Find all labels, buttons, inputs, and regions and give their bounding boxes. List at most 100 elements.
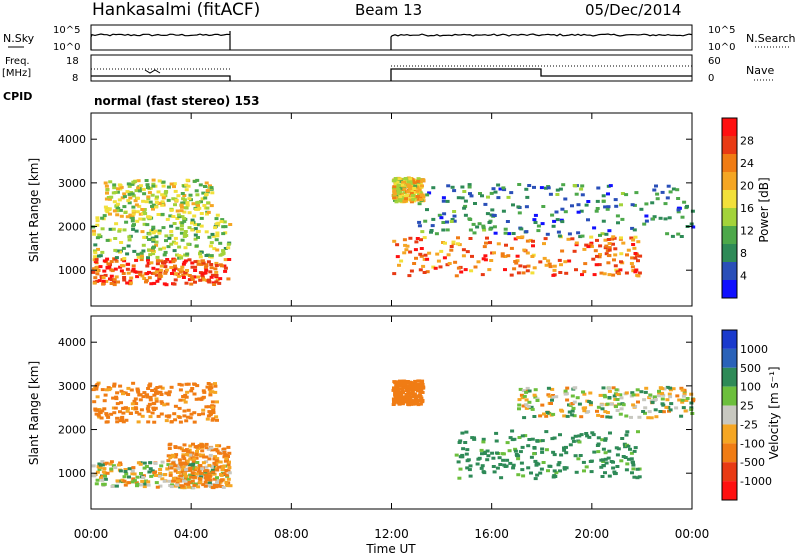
heatmap-cell <box>208 453 213 457</box>
heatmap-cell <box>168 260 173 264</box>
heatmap-cell <box>594 263 599 267</box>
heatmap-cell <box>177 215 182 219</box>
heatmap-cell <box>615 214 620 218</box>
heatmap-cell <box>169 462 174 466</box>
heatmap-cell <box>585 434 590 438</box>
heatmap-cell <box>180 205 184 209</box>
heatmap-cell <box>504 243 508 247</box>
heatmap-cell <box>615 409 620 412</box>
heatmap-cell <box>228 484 233 488</box>
heatmap-cell <box>654 415 659 419</box>
heatmap-cell <box>618 393 623 397</box>
heatmap-cell <box>530 255 535 258</box>
heatmap-cell <box>418 268 423 272</box>
heatmap-cell <box>174 198 179 202</box>
heatmap-cell <box>190 451 194 455</box>
heatmap-cell <box>481 224 486 228</box>
heatmap-cell <box>185 460 190 464</box>
heatmap-cell <box>625 430 630 434</box>
heatmap-cell <box>140 230 145 234</box>
heatmap-cell <box>164 414 169 418</box>
heatmap-cell <box>130 469 135 473</box>
heatmap-cell <box>177 406 182 410</box>
heatmap-cell <box>130 402 135 406</box>
heatmap-cell <box>452 219 457 223</box>
nave-tick-top: 60 <box>708 56 721 67</box>
heatmap-cell <box>525 269 530 273</box>
heatmap-cell <box>496 183 501 187</box>
heatmap-cell <box>483 254 488 258</box>
colorbar-frame <box>721 329 738 501</box>
heatmap-cell <box>102 214 107 218</box>
heatmap-cell <box>395 392 400 396</box>
heatmap-cell <box>197 468 202 472</box>
heatmap-cell <box>106 386 111 390</box>
heatmap-cell <box>518 450 523 454</box>
heatmap-cell <box>214 238 219 242</box>
heatmap-cell <box>201 412 205 416</box>
heatmap-cell <box>116 463 121 467</box>
colorbar-swatch <box>722 330 737 349</box>
heatmap-cell <box>226 469 231 473</box>
heatmap-cell <box>621 241 626 245</box>
heatmap-cell <box>220 466 225 470</box>
heatmap-cell <box>164 234 169 238</box>
heatmap-cell <box>220 468 225 471</box>
heatmap-cell <box>525 195 530 199</box>
heatmap-cell <box>552 264 557 268</box>
heatmap-cell <box>169 242 174 246</box>
heatmap-cell <box>677 398 682 402</box>
heatmap-cell <box>600 438 605 442</box>
heatmap-cell <box>113 248 118 252</box>
heatmap-cell <box>397 177 402 181</box>
heatmap-cell <box>603 205 608 209</box>
heatmap-cell <box>200 445 204 449</box>
colorbar-tick-label: 4 <box>740 270 747 283</box>
heatmap-cell <box>626 457 631 461</box>
heatmap-cell <box>212 477 217 481</box>
heatmap-cell <box>92 400 97 404</box>
heatmap-cell <box>580 273 584 277</box>
heatmap-cell <box>178 398 183 402</box>
heatmap-cell <box>476 457 481 461</box>
heatmap-cell <box>224 473 229 477</box>
heatmap-cell <box>192 457 197 461</box>
heatmap-cell <box>603 410 608 414</box>
heatmap-cell <box>500 452 505 456</box>
heatmap-cell <box>172 182 177 186</box>
heatmap-cell <box>118 410 122 414</box>
heatmap-cell <box>544 263 549 267</box>
heatmap-cell <box>128 196 133 200</box>
heatmap-cell <box>417 202 422 206</box>
heatmap-cell <box>663 217 668 221</box>
heatmap-cell <box>192 392 197 396</box>
heatmap-cell <box>144 393 149 397</box>
heatmap-cell <box>212 283 217 286</box>
heatmap-cell <box>105 471 110 475</box>
x-axis-label: Time UT <box>365 542 416 554</box>
heatmap-cell <box>102 269 107 273</box>
heatmap-cell <box>177 254 182 258</box>
colorbar-swatch <box>722 348 737 368</box>
heatmap-cell <box>147 232 152 236</box>
heatmap-cell <box>598 253 602 256</box>
heatmap-cell <box>160 460 165 464</box>
heatmap-cell <box>214 485 219 489</box>
heatmap-cell <box>221 232 226 236</box>
heatmap-cell <box>557 461 562 465</box>
heatmap-cell <box>419 254 424 258</box>
heatmap-cell <box>557 234 562 238</box>
heatmap-cell <box>417 224 422 228</box>
heatmap-cell <box>490 208 495 212</box>
heatmap-cell <box>635 467 640 471</box>
heatmap-cell <box>570 409 575 413</box>
heatmap-cell <box>608 184 613 188</box>
heatmap-cell <box>485 458 490 462</box>
heatmap-cell <box>560 207 565 211</box>
heatmap-cell <box>126 182 131 186</box>
y-tick-label: 4000 <box>58 336 86 349</box>
heatmap-cell <box>159 259 164 263</box>
heatmap-cell <box>173 278 178 282</box>
heatmap-cell <box>155 279 160 283</box>
